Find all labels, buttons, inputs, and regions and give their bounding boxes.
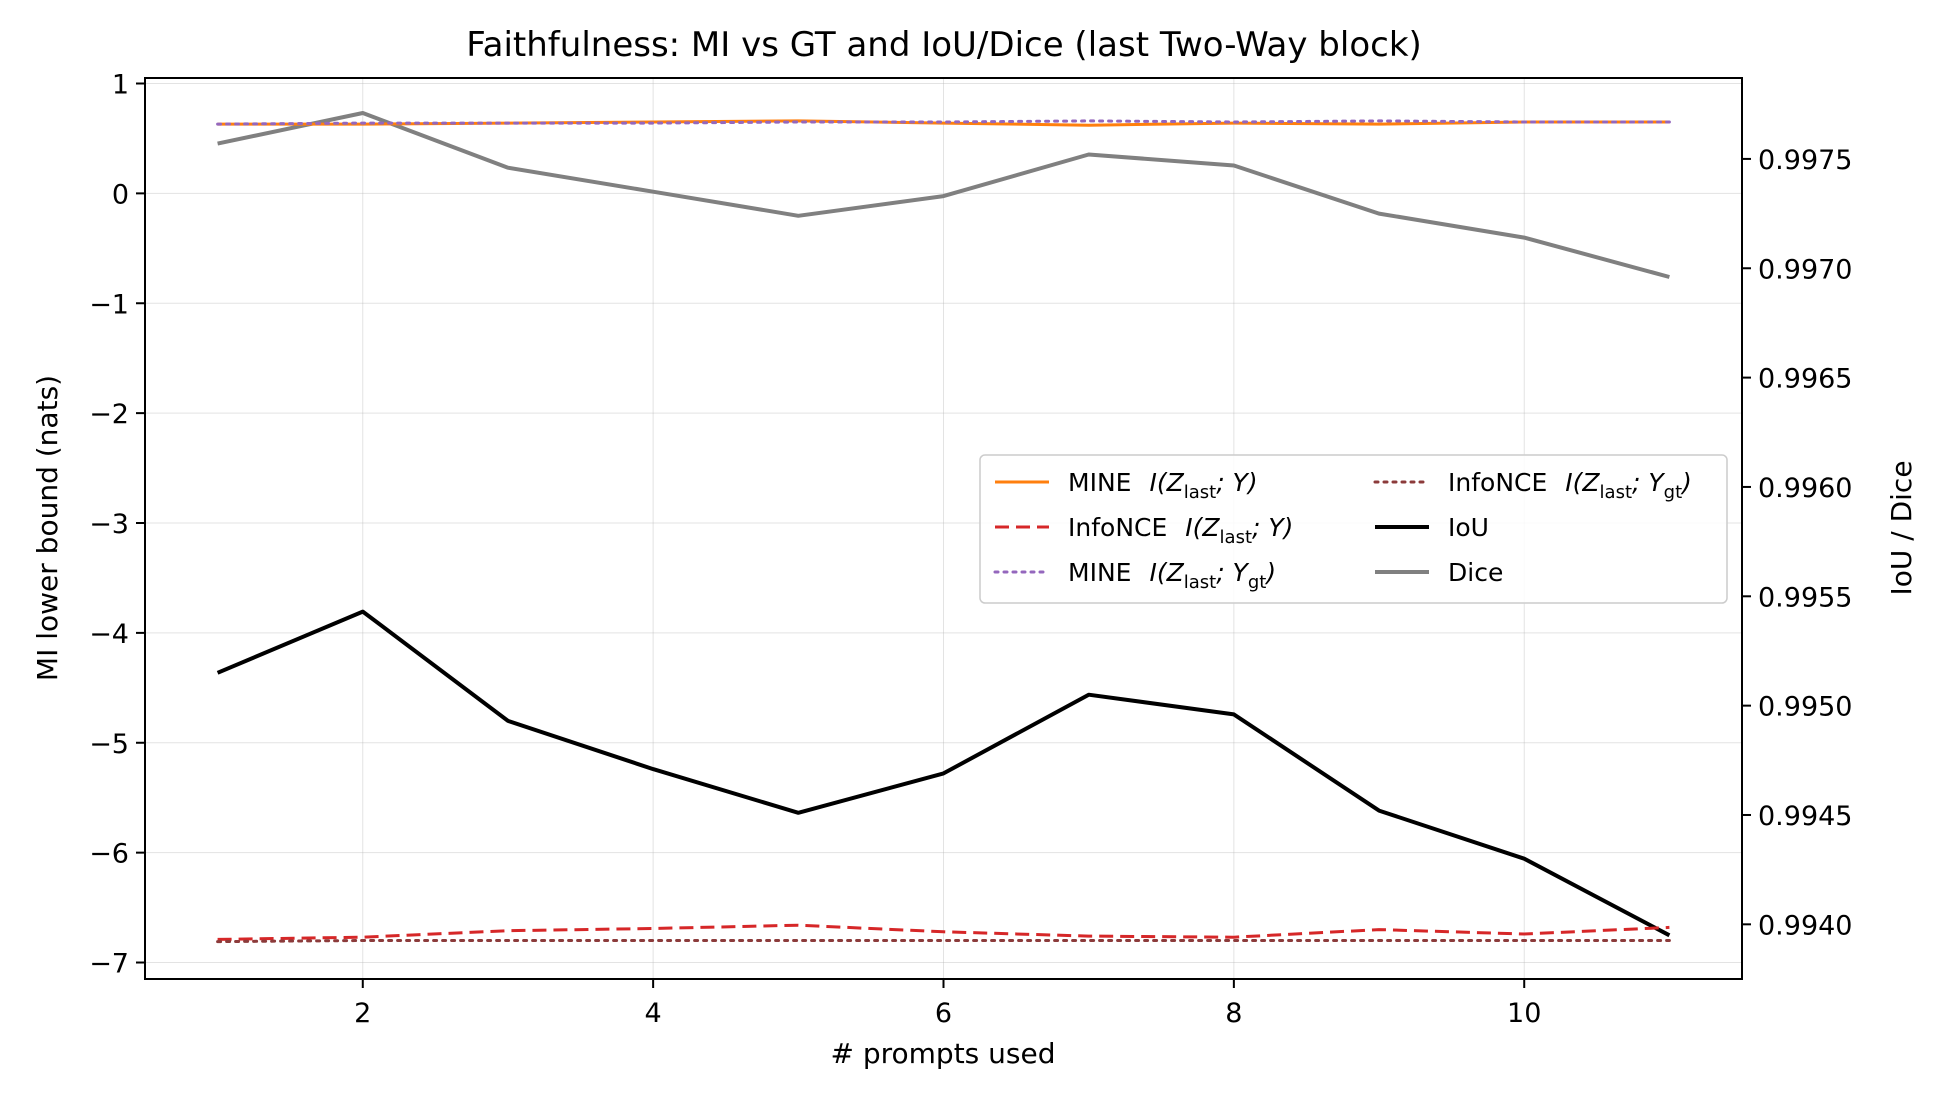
legend-series-name: InfoNCE: [1448, 468, 1547, 497]
legend: MINE I(Zlast; Y)InfoNCE I(Zlast; Y)MINE I(Z…: [979, 454, 1728, 604]
y-right-tick-label: 0.9955: [1758, 582, 1852, 613]
y-ticks-left: 1 0 −1 −2 −3 −4 −5 −6 −7: [89, 69, 145, 980]
series-line-4: [216, 609, 1671, 938]
legend-math-base: I(Z: [1149, 468, 1184, 497]
y-tick-label: −5: [89, 729, 129, 760]
legend-math-mid: ; Y: [1216, 468, 1249, 497]
series-line-2: [216, 119, 1671, 126]
legend-math-sub1: last: [1184, 482, 1216, 503]
legend-series-name: Dice: [1448, 558, 1503, 587]
legend-math-sub2: gt: [1248, 572, 1266, 593]
x-ticks: 2 4 6 8 10: [354, 979, 1541, 1029]
legend-math-mid: ; Y: [1216, 558, 1249, 587]
series-lines: [216, 111, 1671, 944]
legend-label-4: IoU: [1448, 513, 1489, 542]
legend-series-name: InfoNCE: [1068, 513, 1167, 542]
y-axis-label-right: IoU / Dice: [1885, 460, 1918, 595]
series-line-1: [217, 923, 1670, 941]
legend-math-end: ): [1246, 468, 1258, 497]
legend-math-base: I(Z: [1185, 513, 1220, 542]
series-line-3: [216, 939, 1671, 944]
chart-title: Faithfulness: MI vs GT and IoU/Dice (las…: [466, 25, 1422, 65]
y-right-tick-label: 0.9975: [1758, 145, 1852, 176]
y-tick-label: −1: [89, 289, 129, 320]
y-tick-label: −7: [89, 949, 129, 980]
series-line-5: [217, 111, 1670, 279]
y-tick-label: −3: [89, 509, 129, 540]
legend-math-base: I(Z: [1565, 468, 1600, 497]
legend-math-sub2: gt: [1664, 482, 1682, 503]
x-tick-label: 6: [935, 998, 952, 1029]
y-ticks-right: 0.9975 0.9970 0.9965 0.9960 0.9955 0.9950 0.99…: [1742, 145, 1852, 941]
legend-math-sub1: last: [1184, 572, 1216, 593]
y-tick-label: −4: [89, 619, 129, 650]
legend-math-sub1: last: [1600, 482, 1632, 503]
y-right-tick-label: 0.9970: [1758, 254, 1852, 285]
y-right-tick-label: 0.9965: [1758, 364, 1852, 395]
legend-math-end: ): [1282, 513, 1294, 542]
legend-label-1: InfoNCE I(Zlast; Y): [1068, 513, 1293, 548]
y-axis-label-left: MI lower bound (nats): [31, 375, 64, 681]
x-tick-label: 2: [354, 998, 371, 1029]
y-tick-label: −2: [89, 399, 129, 430]
x-tick-label: 10: [1507, 998, 1541, 1029]
legend-math-mid: ; Y: [1632, 468, 1665, 497]
legend-math-sub1: last: [1220, 527, 1252, 548]
y-right-tick-label: 0.9945: [1758, 801, 1852, 832]
y-right-tick-label: 0.9960: [1758, 473, 1852, 504]
legend-label-0: MINE I(Zlast; Y): [1068, 468, 1258, 503]
y-tick-label: 1: [112, 69, 129, 100]
x-axis-label: # prompts used: [830, 1037, 1055, 1070]
legend-math-base: I(Z: [1149, 558, 1184, 587]
legend-math-mid: ; Y: [1252, 513, 1285, 542]
y-right-tick-label: 0.9940: [1758, 910, 1852, 941]
legend-series-name: IoU: [1448, 513, 1489, 542]
legend-series-name: MINE: [1068, 468, 1131, 497]
legend-box: [979, 454, 1728, 604]
legend-math-end: ): [1680, 468, 1692, 497]
legend-label-2: MINE I(Zlast; Ygt): [1068, 558, 1276, 593]
legend-label-3: InfoNCE I(Zlast; Ygt): [1448, 468, 1692, 503]
y-tick-label: −6: [89, 839, 129, 870]
x-tick-label: 8: [1225, 998, 1242, 1029]
y-tick-label: 0: [112, 179, 129, 210]
legend-label-5: Dice: [1448, 558, 1503, 587]
legend-math-end: ): [1264, 558, 1276, 587]
legend-series-name: MINE: [1068, 558, 1131, 587]
y-right-tick-label: 0.9950: [1758, 692, 1852, 723]
x-tick-label: 4: [645, 998, 662, 1029]
